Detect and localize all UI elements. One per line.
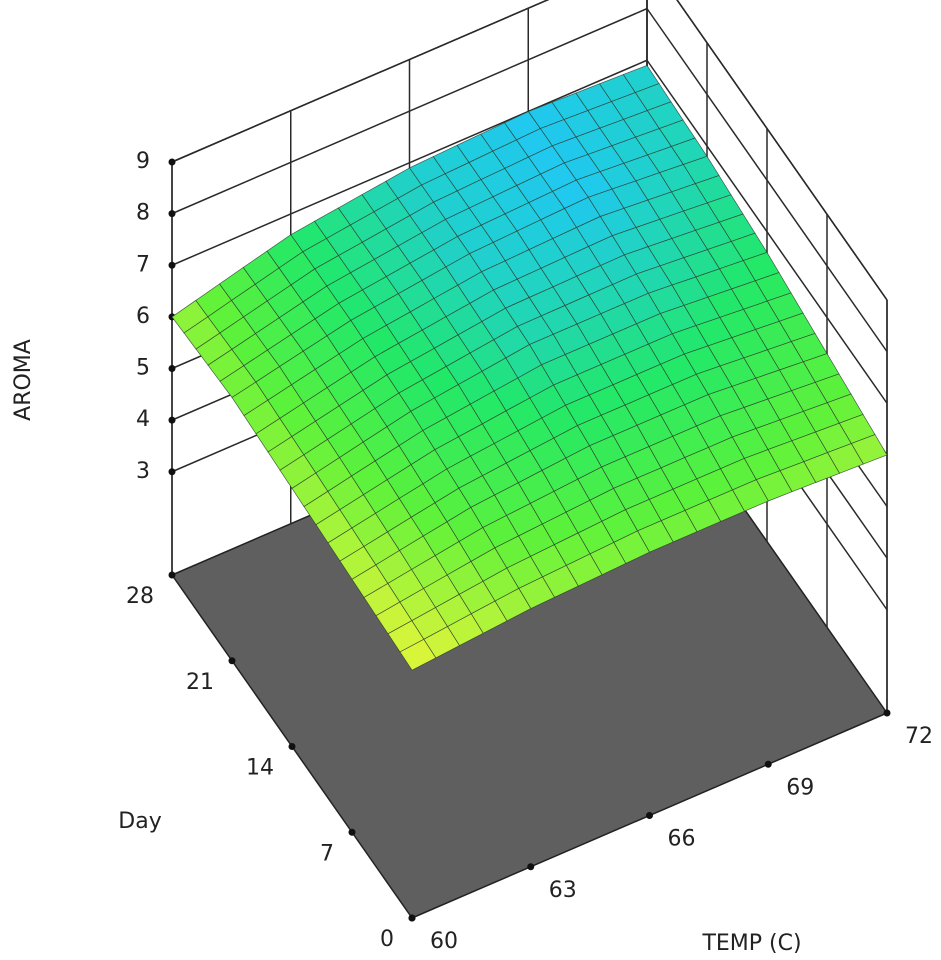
surface-patch [528, 292, 709, 447]
z-tick [168, 210, 176, 218]
z-tick [168, 416, 176, 424]
x-tick [408, 914, 416, 922]
x-tick-label: 72 [905, 724, 933, 749]
z-tick-label: 8 [136, 201, 150, 226]
surface-patch [470, 445, 650, 610]
surface-patch [468, 196, 649, 346]
surface-patch [351, 506, 532, 671]
surface-patch [350, 253, 530, 412]
x-tick [764, 760, 772, 768]
surface-patch [527, 64, 708, 198]
y-tick-label: 28 [126, 584, 154, 609]
y-tick [168, 571, 176, 579]
z-tick [168, 261, 176, 269]
surface-patch [291, 410, 472, 580]
x-tick [646, 812, 653, 819]
x-axis-title: TEMP (C) [701, 931, 801, 956]
x-tick [527, 863, 535, 871]
y-tick-label: 21 [186, 670, 214, 695]
y-tick-label: 0 [380, 927, 394, 952]
surface-patch [231, 319, 412, 489]
z-tick [168, 158, 176, 166]
x-tick-label: 60 [430, 929, 458, 954]
x-tick-label: 66 [668, 827, 696, 852]
surface-patch [707, 353, 888, 502]
z-tick-label: 5 [136, 356, 150, 381]
surface-patch [171, 234, 352, 398]
z-tick-label: 3 [136, 459, 150, 484]
z-tick-label: 4 [136, 407, 150, 432]
y-axis-title: Day [118, 809, 161, 834]
y-tick [288, 743, 296, 750]
x-tick [883, 709, 891, 717]
z-axis-title: AROMA [11, 339, 36, 421]
z-tick [168, 468, 176, 476]
surface-patch [589, 394, 769, 553]
x-tick-label: 69 [786, 775, 814, 800]
surface-patch [408, 111, 589, 255]
surface-patch [587, 155, 768, 294]
y-tick-label: 14 [246, 756, 274, 781]
y-tick-label: 7 [320, 841, 334, 866]
z-tick-label: 6 [136, 304, 150, 329]
x-tick-label: 63 [549, 878, 577, 903]
y-tick [228, 657, 236, 665]
surface-patch [647, 251, 828, 396]
z-tick-label: 7 [136, 252, 150, 277]
z-tick-label: 9 [136, 149, 150, 174]
surface-facet [399, 638, 437, 671]
y-tick [348, 828, 356, 836]
z-tick [168, 365, 176, 372]
surface-patch [410, 344, 590, 508]
